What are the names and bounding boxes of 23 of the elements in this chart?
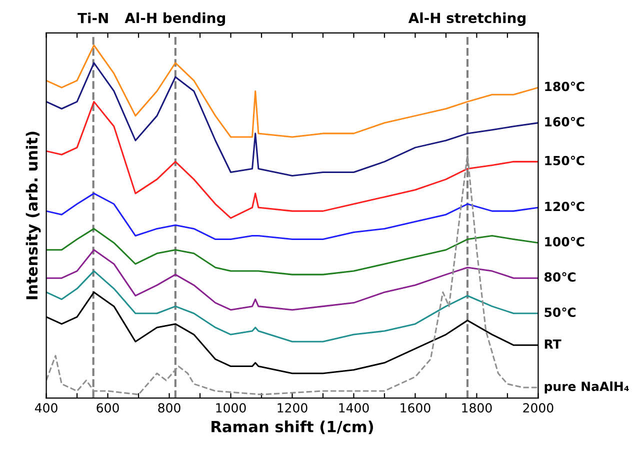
x-tick-label: 1800 [462,403,492,413]
x-axis-title: Raman shift (1/cm) [212,420,373,434]
x-tick-label: 600 [96,403,119,413]
y-axis-title: Intensity (arb. unit) [26,132,41,300]
ref-line-label: Ti-N [78,12,108,24]
x-tick-label: 1200 [278,403,308,413]
series-label: 180℃ [545,82,584,92]
ref-line-label: Al-H stretching [408,12,526,26]
x-tick-label: 400 [34,403,58,413]
x-tick-label: 800 [158,403,180,413]
series-label: 120℃ [545,202,584,212]
x-tick-label: 1400 [339,403,369,413]
series-label: 50℃ [544,307,576,318]
x-tick-label: 1000 [216,403,246,413]
x-tick-label: 2000 [523,403,554,413]
x-tick-label: 1600 [400,403,430,413]
series-label: 150℃ [545,156,584,166]
series-label: RT [544,339,562,349]
series-label: 100℃ [545,236,584,246]
ref-line-label: Al-H bending [124,12,226,26]
series-label: 160℃ [545,116,584,126]
series-label: 80℃ [544,272,576,282]
series-label: pure NaAlH₄ [544,381,629,394]
